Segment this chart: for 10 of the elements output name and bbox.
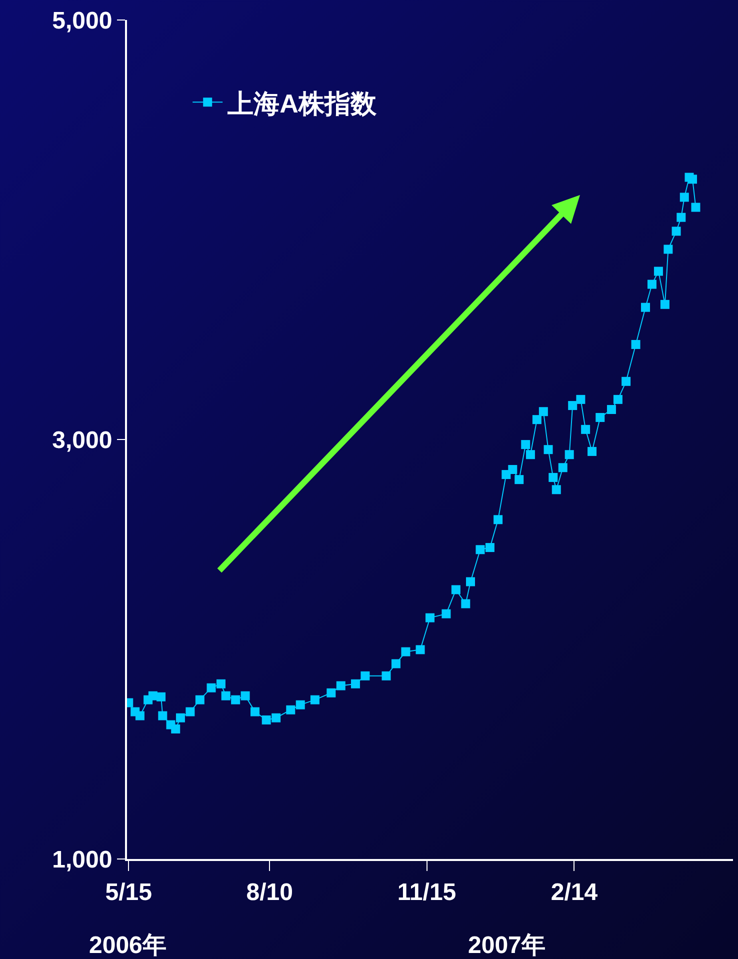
x-tick-label: 2/14 — [550, 878, 598, 906]
x-tick-label: 5/15 — [105, 878, 152, 906]
x-tick-label: 11/15 — [397, 878, 456, 906]
y-tick-label: 5,000 — [52, 7, 112, 34]
x-tick-label: 8/10 — [246, 878, 293, 906]
y-tick-label: 3,000 — [52, 426, 112, 454]
text: 2007年 — [468, 932, 546, 959]
legend-label: 上海A株指数 — [226, 88, 378, 118]
text: 2006年 — [89, 932, 166, 959]
y-tick-label: 1,000 — [52, 846, 112, 874]
